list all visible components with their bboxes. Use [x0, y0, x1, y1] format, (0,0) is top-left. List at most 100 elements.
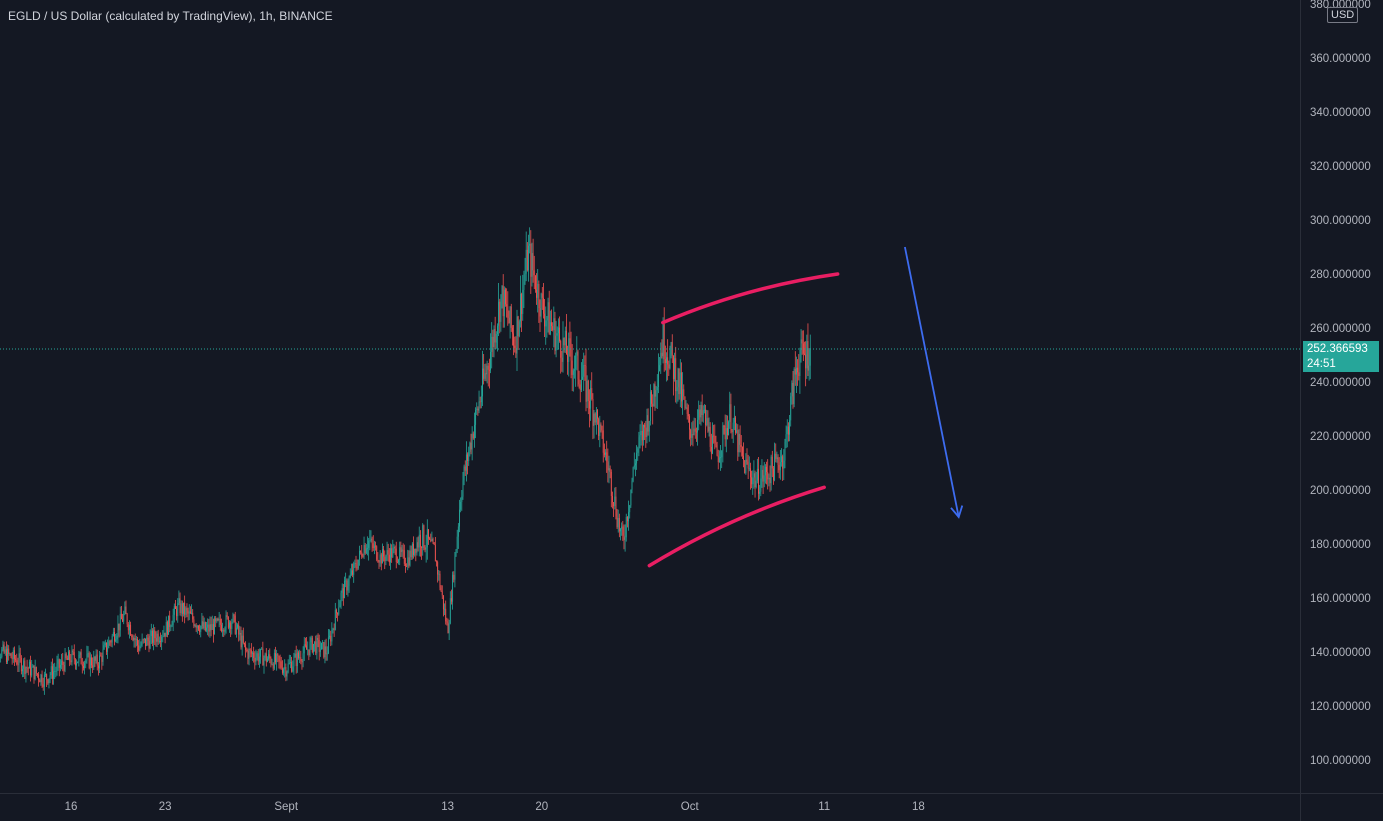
lower-arc[interactable] — [647, 485, 826, 568]
price-tick-label: 160.000000 — [1310, 593, 1371, 605]
time-axis[interactable]: 16 23 Sept 13 20 Oct 11 18 — [0, 793, 1300, 821]
candle-body — [791, 382, 793, 397]
candle-body — [285, 667, 287, 677]
candle-body — [222, 629, 224, 631]
axis-corner — [1300, 793, 1383, 821]
candle-body — [455, 549, 457, 557]
candle-body — [327, 637, 329, 654]
candle-body — [157, 633, 159, 642]
candle-body — [674, 358, 675, 379]
candle-body — [617, 518, 619, 528]
candle-body — [566, 330, 567, 355]
candle-body — [319, 649, 321, 652]
price-tick-label: 140.000000 — [1310, 647, 1371, 659]
candle-body — [132, 637, 134, 641]
candle-body — [216, 618, 218, 622]
candle-body — [58, 659, 60, 668]
candle-body — [398, 559, 399, 563]
candle-body — [418, 534, 420, 548]
candle-body — [536, 289, 537, 298]
candle-body — [394, 546, 396, 549]
candle-body — [743, 455, 744, 461]
upper-arc[interactable] — [661, 272, 840, 325]
candle-body — [255, 656, 257, 662]
candle-body — [699, 409, 701, 418]
candle-body — [91, 657, 92, 666]
candle-body — [539, 308, 541, 317]
price-axis[interactable]: 100.000000 120.000000 140.000000 160.000000… — [1300, 0, 1383, 793]
candle-body — [538, 283, 540, 309]
price-chart[interactable] — [0, 0, 1300, 793]
candle-body — [475, 410, 477, 425]
candle-body — [18, 653, 20, 665]
currency-badge[interactable]: USD — [1327, 7, 1359, 23]
candle-body — [63, 664, 65, 671]
candle-body — [11, 657, 13, 660]
candle-body — [430, 539, 432, 542]
candle-body — [483, 368, 485, 379]
candle-body — [34, 666, 36, 680]
candle-body — [199, 629, 201, 633]
candle-body — [482, 368, 483, 397]
candle-body — [708, 426, 710, 432]
candle-body — [93, 656, 95, 668]
candle-body — [583, 365, 585, 377]
candle-body — [683, 389, 685, 397]
candle-body — [697, 419, 698, 433]
candle-body — [513, 333, 514, 346]
candle-body — [631, 480, 633, 490]
candle-body — [424, 547, 426, 550]
price-tick-label: 340.000000 — [1310, 107, 1371, 119]
candle-body — [520, 293, 521, 322]
candle-body — [257, 653, 259, 662]
candle-body — [202, 621, 204, 629]
candle-body — [593, 413, 595, 426]
candle-body — [434, 544, 436, 562]
candle-body — [25, 667, 27, 674]
candle-body — [544, 313, 546, 327]
candle-body — [290, 662, 291, 663]
candle-body — [239, 632, 241, 635]
candle-body — [152, 630, 153, 643]
candle-body — [341, 588, 343, 593]
candle-body — [283, 669, 284, 673]
candle-body — [419, 534, 421, 547]
candle-body — [575, 355, 577, 370]
candle-body — [723, 425, 725, 427]
down-arrow-shaft[interactable] — [904, 246, 960, 518]
time-tick-label: 23 — [159, 801, 172, 813]
candle-body — [373, 545, 375, 549]
candle-body — [508, 317, 510, 324]
candle-body — [30, 661, 31, 676]
candle-body — [339, 601, 341, 608]
candle-body — [751, 477, 753, 485]
candle-body — [371, 538, 373, 544]
candle-body — [278, 655, 280, 661]
candle-body — [210, 624, 212, 630]
candle-body — [485, 373, 487, 375]
candle-body — [39, 679, 41, 683]
candle-body — [362, 556, 364, 558]
candle-body — [252, 652, 253, 654]
candle-body — [247, 651, 249, 659]
candle-body — [3, 644, 5, 653]
candle-body — [95, 654, 97, 661]
candle-body — [135, 639, 137, 640]
candle-body — [391, 548, 393, 558]
candle-body — [432, 539, 434, 543]
last-price-value: 252.366593 — [1307, 343, 1368, 355]
candle-body — [333, 628, 335, 630]
candle-body — [99, 655, 100, 669]
candle-body — [572, 370, 574, 375]
candle-body — [794, 368, 796, 375]
candle-body — [129, 624, 130, 631]
candle-body — [68, 651, 69, 660]
candle-body — [143, 638, 145, 640]
candle-body — [383, 549, 385, 557]
candle-body — [117, 623, 119, 636]
candle-body — [704, 409, 705, 411]
price-tick-label: 380.000000 — [1310, 0, 1371, 11]
candle-body — [731, 430, 733, 433]
down-arrow-head[interactable] — [950, 505, 964, 519]
candle-body — [267, 658, 268, 662]
